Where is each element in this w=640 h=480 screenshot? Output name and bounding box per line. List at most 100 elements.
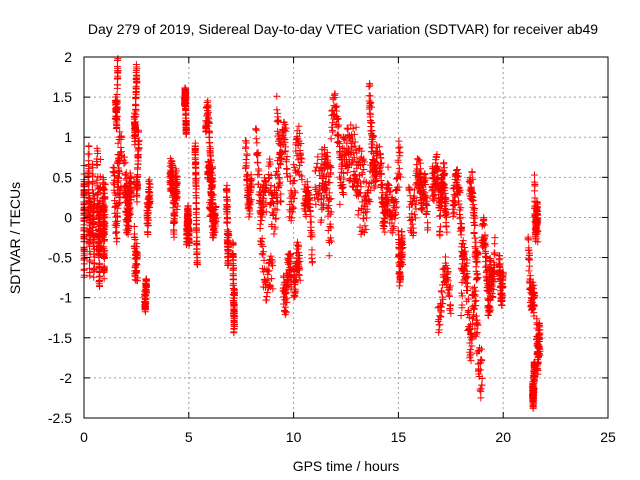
data-point (336, 175, 344, 183)
data-point (296, 150, 304, 158)
data-point (124, 225, 132, 233)
data-point (101, 202, 109, 210)
data-point (352, 123, 360, 131)
data-point (286, 250, 294, 258)
data-point (325, 202, 333, 210)
data-point (363, 205, 371, 213)
data-point (100, 204, 108, 212)
data-point (269, 285, 277, 293)
data-point (90, 260, 98, 268)
data-point (113, 112, 121, 120)
data-point (101, 195, 109, 203)
data-point (273, 192, 281, 200)
data-point (193, 261, 201, 269)
data-point (369, 138, 377, 146)
data-point (121, 158, 129, 166)
data-point (266, 160, 274, 168)
data-point (343, 124, 351, 132)
data-point (356, 179, 364, 187)
data-point (353, 187, 361, 195)
data-point (86, 258, 94, 266)
data-point (193, 228, 201, 236)
data-point (262, 208, 270, 216)
data-point (295, 167, 303, 175)
data-point (86, 272, 94, 280)
data-point (113, 217, 121, 225)
data-point (275, 130, 283, 138)
data-point (366, 81, 374, 89)
data-point (277, 190, 285, 198)
data-point (353, 176, 361, 184)
data-point (183, 128, 191, 136)
data-point (326, 195, 334, 203)
data-point (350, 130, 358, 138)
data-point (296, 266, 304, 274)
data-point (212, 217, 220, 225)
data-point (337, 182, 345, 190)
data-point (325, 189, 333, 197)
data-point (112, 229, 120, 237)
data-point (132, 101, 140, 109)
data-point (192, 168, 200, 176)
data-point (296, 129, 304, 137)
data-point (296, 252, 304, 260)
data-point (96, 282, 104, 290)
data-point (360, 165, 368, 173)
data-point (292, 287, 300, 295)
data-point (334, 130, 342, 138)
data-point (287, 214, 295, 222)
data-point (229, 265, 237, 273)
data-point (268, 275, 276, 283)
data-point (117, 132, 125, 140)
data-point (134, 250, 142, 258)
data-point (348, 182, 356, 190)
data-point (173, 206, 181, 214)
data-point (127, 188, 135, 196)
y-tick-label: 1.5 (53, 89, 73, 105)
data-point (248, 176, 256, 184)
y-tick-label: -1 (60, 290, 73, 306)
data-point (354, 211, 362, 219)
y-axis-label: SDTVAR / TECUs (7, 182, 23, 294)
x-tick-label: 10 (286, 429, 302, 445)
data-point (133, 198, 141, 206)
data-point (230, 320, 238, 328)
data-point (133, 79, 141, 87)
data-point (291, 189, 299, 197)
data-point (353, 164, 361, 172)
data-point (366, 92, 374, 100)
data-point (350, 149, 358, 157)
data-point (393, 203, 401, 211)
data-point (296, 171, 304, 179)
data-point (312, 200, 320, 208)
data-point (283, 298, 291, 306)
data-point (276, 159, 284, 167)
data-point (350, 167, 358, 175)
data-point (270, 230, 278, 238)
data-point (366, 198, 374, 206)
data-point (204, 104, 212, 112)
data-point (326, 179, 334, 187)
data-point (247, 184, 255, 192)
data-point (357, 183, 365, 191)
x-tick-label: 0 (80, 429, 88, 445)
data-point (262, 277, 270, 285)
data-point (143, 288, 151, 296)
data-point (272, 193, 280, 201)
data-point (113, 99, 121, 107)
data-point (255, 170, 263, 178)
data-point (253, 126, 261, 134)
data-point (252, 125, 260, 133)
data-point (303, 178, 311, 186)
data-point (263, 296, 271, 304)
data-point (296, 276, 304, 284)
data-point (385, 188, 393, 196)
data-point (97, 156, 105, 164)
data-point (113, 222, 121, 230)
data-point (266, 186, 274, 194)
data-point (120, 153, 128, 161)
data-point (209, 233, 217, 241)
data-point (247, 196, 255, 204)
data-point (368, 127, 376, 135)
